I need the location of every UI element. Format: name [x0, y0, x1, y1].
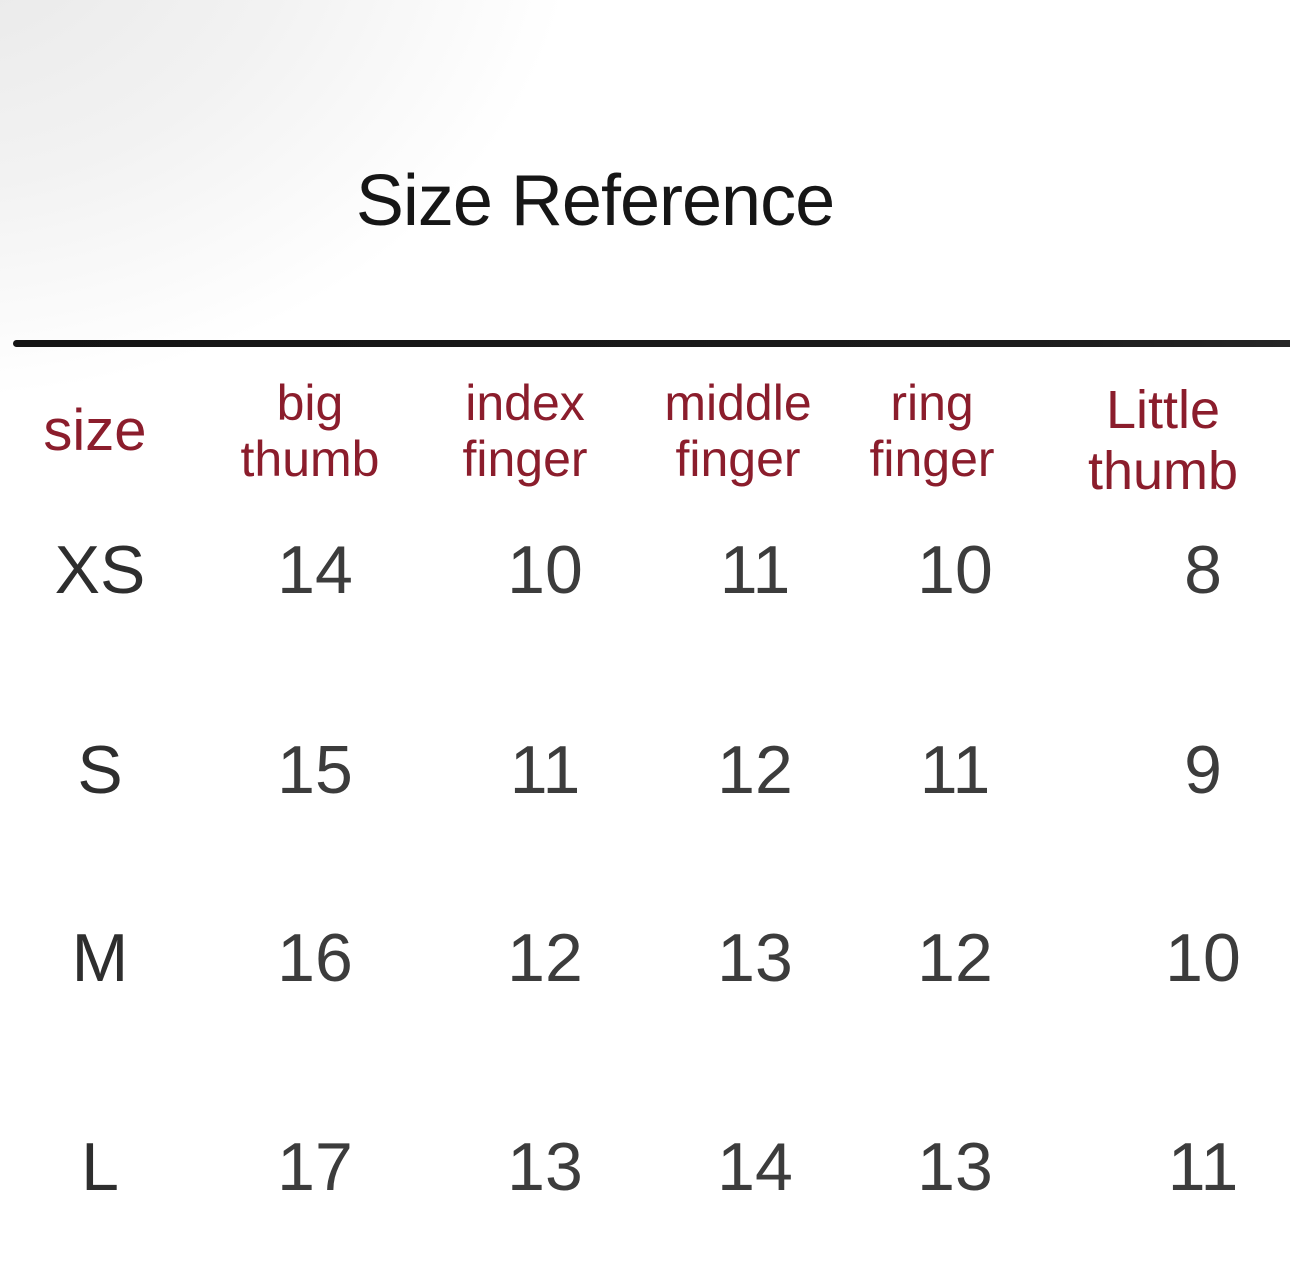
column-header-little-thumb: Little thumb: [1048, 380, 1278, 502]
value-cell-ring-finger: 12: [917, 920, 993, 996]
column-header-label: finger: [675, 431, 801, 487]
column-header-label: middle: [664, 374, 812, 431]
value-cell-big-thumb: 16: [277, 920, 353, 996]
column-header-label: size: [43, 398, 147, 464]
column-header-ring-finger: ring finger: [827, 375, 1037, 488]
value-cell-index-finger: 12: [507, 920, 583, 996]
value-cell-index-finger: 13: [507, 1129, 583, 1205]
size-label: XS: [54, 532, 146, 608]
value-cell-big-thumb: 14: [277, 532, 353, 608]
value-cell-index-finger: 11: [509, 732, 581, 808]
column-header-big-thumb: big thumb: [195, 375, 425, 488]
value-cell-big-thumb: 15: [277, 732, 353, 808]
size-label: S: [77, 732, 123, 808]
value-cell-middle-finger: 11: [719, 532, 791, 608]
column-header-label: thumb: [240, 431, 380, 487]
value-cell-middle-finger: 12: [717, 732, 793, 808]
value-cell-ring-finger: 13: [917, 1129, 993, 1205]
value-cell-little-thumb: 10: [1165, 920, 1241, 996]
column-header-label: big: [276, 374, 344, 431]
column-header-label: ring: [890, 374, 974, 431]
size-label: L: [81, 1129, 119, 1205]
column-header-label: index: [465, 374, 585, 431]
value-cell-big-thumb: 17: [277, 1129, 353, 1205]
divider-line: [13, 340, 1290, 347]
column-header-size: size: [0, 398, 195, 464]
value-cell-little-thumb: 11: [1167, 1129, 1239, 1205]
table-row-xs: XS 14 10 11 10 8: [0, 520, 1290, 620]
page-title: Size Reference: [355, 161, 835, 241]
table-row-s: S 15 11 12 11 9: [0, 720, 1290, 820]
value-cell-little-thumb: 9: [1184, 732, 1222, 808]
value-cell-index-finger: 10: [507, 532, 583, 608]
column-header-label: thumb: [1087, 441, 1239, 501]
column-header-index-finger: index finger: [410, 375, 640, 488]
column-header-label: finger: [462, 431, 588, 487]
column-header-middle-finger: middle finger: [643, 375, 833, 488]
value-cell-middle-finger: 13: [717, 920, 793, 996]
column-header-label: finger: [869, 431, 995, 487]
value-cell-middle-finger: 14: [717, 1129, 793, 1205]
value-cell-ring-finger: 11: [919, 732, 991, 808]
table-header-row: size big thumb index finger middle finge…: [0, 352, 1290, 510]
value-cell-little-thumb: 8: [1184, 532, 1222, 608]
column-header-label: Little: [1105, 379, 1221, 440]
table-row-l: L 17 13 14 13 11: [0, 1117, 1290, 1217]
table-row-m: M 16 12 13 12 10: [0, 908, 1290, 1008]
size-label: M: [71, 920, 129, 996]
value-cell-ring-finger: 10: [917, 532, 993, 608]
